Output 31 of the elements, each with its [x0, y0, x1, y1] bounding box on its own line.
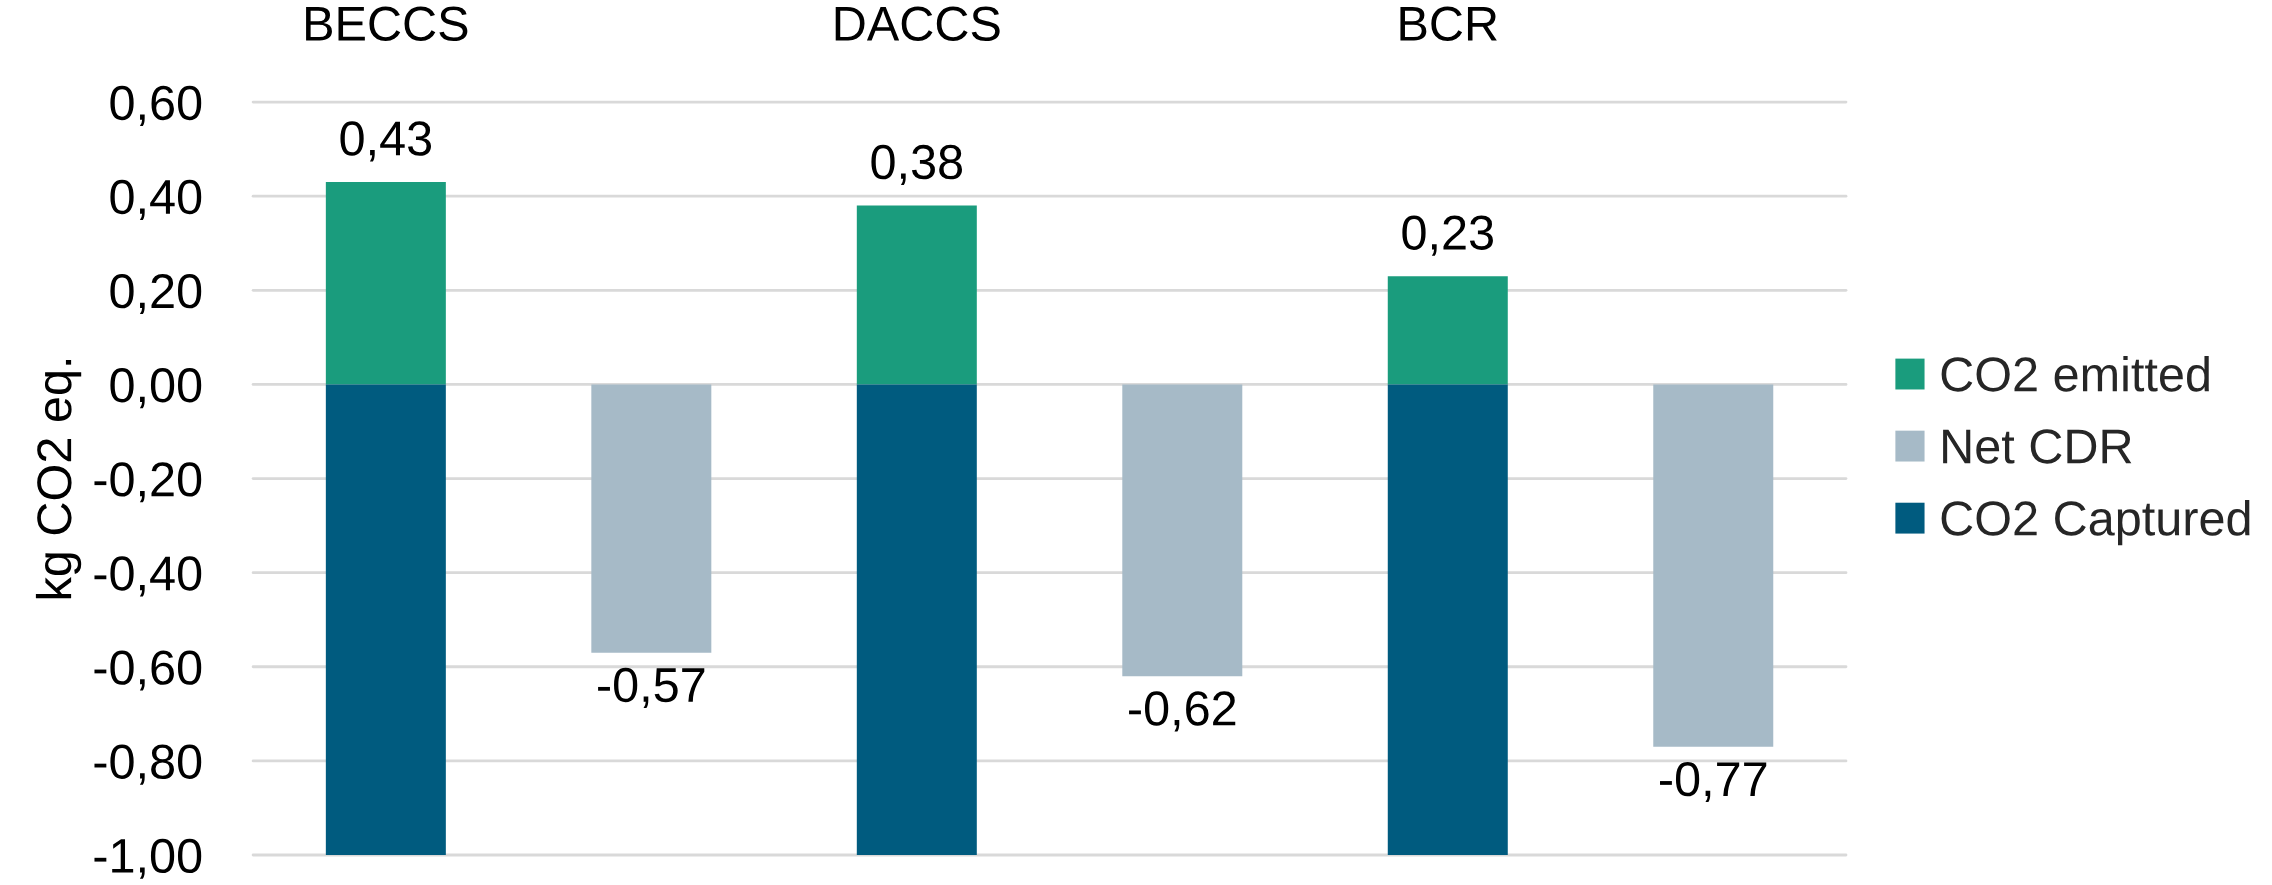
y-tick-label: 0,60	[110, 85, 202, 126]
bar	[325, 384, 446, 855]
legend-label: CO2 emitted	[1941, 355, 2209, 392]
bar	[1387, 276, 1508, 385]
y-tick-label: 0,40	[110, 179, 202, 220]
data-label: 0,38	[871, 144, 962, 186]
y-tick-label: 0,20	[110, 273, 202, 315]
x-tick-label: DACCS	[835, 6, 1000, 42]
bar	[1122, 384, 1243, 677]
data-label: -0,77	[1660, 761, 1767, 803]
data-label: 0,23	[1402, 215, 1493, 256]
data-label: -0,62	[1129, 691, 1236, 732]
bar	[1387, 384, 1508, 855]
y-tick-label: -0,60	[94, 650, 202, 691]
data-label: 0,43	[340, 121, 432, 162]
bar	[325, 182, 446, 385]
bar	[856, 205, 977, 385]
bar	[856, 384, 977, 855]
y-tick-label: -0,40	[94, 556, 202, 597]
y-axis-title: kg CO2 eq.	[35, 360, 82, 599]
y-tick-label: 0,00	[110, 368, 202, 409]
legend-label: Net CDR	[1943, 429, 2132, 464]
bar	[1653, 384, 1774, 747]
bar	[591, 384, 712, 653]
legend-label: CO2 Captured	[1941, 500, 2250, 546]
x-tick-label: BCR	[1400, 6, 1497, 42]
y-tick-label: -0,80	[94, 744, 202, 785]
data-label: -0,57	[598, 667, 705, 708]
x-tick-label: BECCS	[306, 6, 468, 42]
y-tick-label: -1,00	[94, 838, 202, 879]
y-tick-label: -0,20	[94, 462, 202, 503]
